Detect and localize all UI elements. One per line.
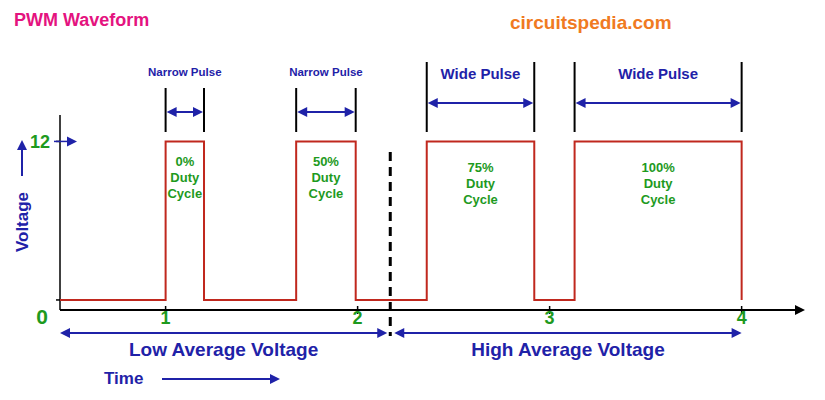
waveform [60,141,742,300]
duty-cycle-label: Duty [466,176,496,191]
x-tick-label: 4 [737,308,747,328]
region-arrow [402,332,733,334]
title: PWM Waveform [14,10,149,30]
pulse-arrow-head [523,98,533,108]
duty-cycle-label: Cycle [309,186,344,201]
pulse-arrow-head [167,107,177,117]
pulse-label: Wide Pulse [441,65,521,82]
duty-cycle-label: 100% [641,160,675,175]
pulse-arrow-head [576,98,586,108]
region-label: High Average Voltage [471,339,665,360]
y-axis-label: Voltage [13,192,32,252]
y-tick [56,299,60,301]
x-tick-label: 1 [161,308,171,328]
region-arrow-head [732,328,742,338]
pulse-label: Narrow Pulse [148,66,222,78]
x-label-arrow-head [270,374,280,384]
y-tick-label: 12 [30,132,50,152]
pulse-marker [533,62,535,132]
y-label-arrow-head [17,140,27,150]
pulse-arrow-head [297,107,307,117]
pulse-arrow-head [428,98,438,108]
pulse-arrow-head [731,98,741,108]
duty-cycle-label: Cycle [641,192,676,207]
y-axis [59,115,61,310]
pulse-label: Wide Pulse [618,65,698,82]
level-pointer-head [67,136,77,146]
y-tick-label: 0 [36,305,48,328]
pulse-marker [426,62,428,132]
source: circuitspedia.com [510,12,672,33]
duty-cycle-label: Duty [644,176,674,191]
pulse-marker [203,88,205,132]
chart: PWM Waveformcircuitspedia.com1234012Volt… [0,0,825,400]
duty-cycle-label: Cycle [463,192,498,207]
duty-cycle-label: 75% [467,160,493,175]
pulse-arrow-head [193,107,203,117]
duty-cycle-label: Duty [311,170,341,185]
y-label-arrow [21,148,23,176]
x-label-arrow [162,378,272,380]
pulse-marker [741,62,743,132]
pulse-marker [574,62,576,132]
x-tick-label: 3 [545,308,555,328]
duty-cycle-label: Duty [170,170,200,185]
region-arrow-head [60,328,70,338]
duty-cycle-label: 50% [313,154,339,169]
pulse-marker [355,88,357,132]
pulse-marker [295,88,297,132]
pulse-width-arrow [435,102,527,104]
plot-area [60,141,742,300]
region-arrow [68,332,379,334]
pulse-width-arrow [304,111,348,113]
duty-cycle-label: Cycle [167,186,202,201]
divider [389,152,392,336]
x-tick-label: 2 [353,308,363,328]
duty-cycle-label: 0% [175,154,194,169]
pulse-label: Narrow Pulse [289,66,363,78]
x-axis [60,309,803,311]
pulse-arrow-head [345,107,355,117]
region-label: Low Average Voltage [129,339,318,360]
pulse-marker [165,88,167,132]
pulse-width-arrow [174,111,196,113]
x-axis-label: Time [104,369,143,388]
region-arrow-head [377,328,387,338]
region-arrow-head [394,328,404,338]
x-axis-arrow [795,305,805,315]
pulse-width-arrow [583,102,734,104]
